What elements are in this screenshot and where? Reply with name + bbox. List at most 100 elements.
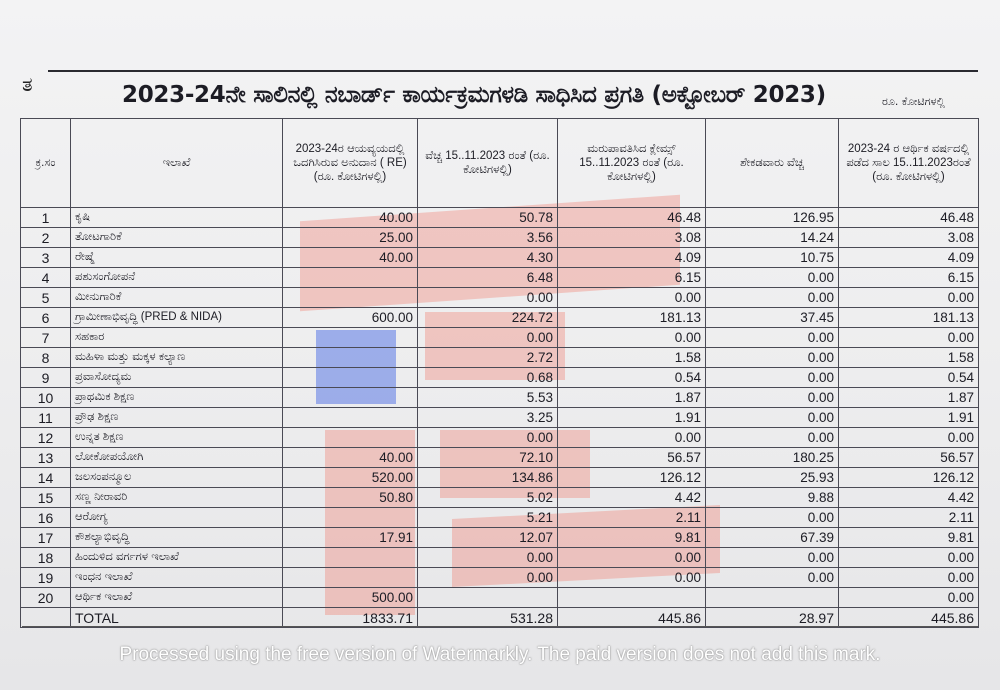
value-cell: 0.00 xyxy=(705,387,839,408)
value-cell: 0.00 xyxy=(838,427,979,448)
value-cell: 50.80 xyxy=(282,487,418,508)
value-cell: 28.97 xyxy=(705,607,839,628)
value-cell: 126.12 xyxy=(557,467,706,488)
value-cell: 37.45 xyxy=(705,307,839,328)
table-row: 18 ಹಿಂದುಳಿದ ವರ್ಗಗಳ ಇಲಾಖೆ 0.00 0.00 0.00 0.00 xyxy=(20,547,979,568)
value-cell: 9.81 xyxy=(838,527,979,548)
value-cell: 2.11 xyxy=(557,507,706,528)
column-header: ವೆಚ್ಚ 15..11.2023 ರಂತೆ (ರೂ. ಕೋಟಿಗಳಲ್ಲಿ) xyxy=(417,118,558,208)
serial-cell: 15 xyxy=(20,487,71,508)
department-cell: ಇಂಧನ ಇಲಾಖೆ xyxy=(70,567,283,588)
table-row: 19 ಇಂಧನ ಇಲಾಖೆ 0.00 0.00 0.00 0.00 xyxy=(20,567,979,588)
value-cell: 10.75 xyxy=(705,247,839,268)
department-cell: ಸಣ್ಣ ನೀರಾವರಿ xyxy=(70,487,283,508)
department-cell: ಪ್ರವಾಸೋದ್ಯಮ xyxy=(70,367,283,388)
value-cell: 1.87 xyxy=(557,387,706,408)
value-cell xyxy=(282,387,418,408)
value-cell: 0.00 xyxy=(705,547,839,568)
value-cell: 531.28 xyxy=(417,607,558,628)
value-cell: 4.42 xyxy=(838,487,979,508)
value-cell xyxy=(282,267,418,288)
value-cell: 5.02 xyxy=(417,487,558,508)
value-cell: 126.12 xyxy=(838,467,979,488)
value-cell: 56.57 xyxy=(838,447,979,468)
table-row: 11 ಪ್ರೌಢ ಶಿಕ್ಷಣ 3.25 1.91 0.00 1.91 xyxy=(20,407,979,428)
department-cell: ಆರ್ಥಿಕ ಇಲಾಖೆ xyxy=(70,587,283,608)
value-cell: 4.42 xyxy=(557,487,706,508)
value-cell: 4.09 xyxy=(557,247,706,268)
value-cell: 25.93 xyxy=(705,467,839,488)
value-cell: 67.39 xyxy=(705,527,839,548)
value-cell xyxy=(282,547,418,568)
value-cell: 0.00 xyxy=(838,547,979,568)
value-cell: 2.72 xyxy=(417,347,558,368)
serial-cell: 2 xyxy=(20,227,71,248)
value-cell: 6.15 xyxy=(557,267,706,288)
department-cell: ಸಹಕಾರ xyxy=(70,327,283,348)
value-cell xyxy=(417,587,558,608)
table-row: 17 ಕೌಶಲ್ಯಾಭಿವೃದ್ಧಿ 17.91 12.07 9.81 67.39 9.81 xyxy=(20,527,979,548)
value-cell: 0.00 xyxy=(838,287,979,308)
department-cell: ಗ್ರಾಮೀಣಾಭಿವೃದ್ಧಿ (PRED & NIDA) xyxy=(70,307,283,328)
value-cell: 0.54 xyxy=(838,367,979,388)
serial-cell: 4 xyxy=(20,267,71,288)
serial-cell: 1 xyxy=(20,207,71,228)
total-row: TOTAL 1833.71 531.28 445.86 28.97 445.86 xyxy=(20,607,979,628)
value-cell: 9.81 xyxy=(557,527,706,548)
unit-note: ರೂ. ಕೋಟಿಗಳಲ್ಲಿ xyxy=(882,95,945,108)
value-cell: 40.00 xyxy=(282,447,418,468)
value-cell xyxy=(557,587,706,608)
value-cell: 0.54 xyxy=(557,367,706,388)
table-row: 3 ರೇಷ್ಮೆ 40.00 4.30 4.09 10.75 4.09 xyxy=(20,247,979,268)
serial-cell: 6 xyxy=(20,307,71,328)
value-cell: 0.00 xyxy=(838,587,979,608)
value-cell: 1.91 xyxy=(838,407,979,428)
serial-cell: 7 xyxy=(20,327,71,348)
serial-cell: 20 xyxy=(20,587,71,608)
value-cell: 0.00 xyxy=(705,427,839,448)
table-body: 1 ಕೃಷಿ 40.00 50.78 46.48 126.95 46.48 2 ತೋಟಗಾರಿಕ… xyxy=(20,207,979,628)
value-cell: 0.00 xyxy=(557,567,706,588)
value-cell: 1.58 xyxy=(838,347,979,368)
value-cell: 1.58 xyxy=(557,347,706,368)
value-cell: 5.53 xyxy=(417,387,558,408)
value-cell: 0.00 xyxy=(705,347,839,368)
value-cell: 445.86 xyxy=(838,607,979,628)
value-cell: 134.86 xyxy=(417,467,558,488)
value-cell: 0.00 xyxy=(557,327,706,348)
table-row: 16 ಆರೋಗ್ಯ 5.21 2.11 0.00 2.11 xyxy=(20,507,979,528)
department-cell: ಕೌಶಲ್ಯಾಭಿವೃದ್ಧಿ xyxy=(70,527,283,548)
department-cell: ಕೃಷಿ xyxy=(70,207,283,228)
value-cell: 0.00 xyxy=(705,267,839,288)
value-cell: 6.15 xyxy=(838,267,979,288)
serial-cell: 3 xyxy=(20,247,71,268)
department-cell: ಲೋಕೋಪಯೋಗಿ xyxy=(70,447,283,468)
table-row: 9 ಪ್ರವಾಸೋದ್ಯಮ 0.68 0.54 0.00 0.54 xyxy=(20,367,979,388)
value-cell: 3.08 xyxy=(557,227,706,248)
department-cell: ಉನ್ನತ ಶಿಕ್ಷಣ xyxy=(70,427,283,448)
serial-cell: 13 xyxy=(20,447,71,468)
value-cell: 0.00 xyxy=(557,427,706,448)
serial-cell: 11 xyxy=(20,407,71,428)
value-cell xyxy=(705,587,839,608)
value-cell: 0.00 xyxy=(557,547,706,568)
value-cell: 1833.71 xyxy=(282,607,418,628)
value-cell: 5.21 xyxy=(417,507,558,528)
department-cell: ಪಶುಸಂಗೋಪನೆ xyxy=(70,267,283,288)
value-cell: 14.24 xyxy=(705,227,839,248)
table-row: 15 ಸಣ್ಣ ನೀರಾವರಿ 50.80 5.02 4.42 9.88 4.42 xyxy=(20,487,979,508)
department-cell: ಹಿಂದುಳಿದ ವರ್ಗಗಳ ಇಲಾಖೆ xyxy=(70,547,283,568)
table-header-row: ಕ್ರ.ಸಂ ಇಲಾಖೆ 2023-24ರ ಆಯವ್ಯಯದಲ್ಲಿ ಒದಗಿಸಿರು… xyxy=(20,118,979,208)
table-row: 20 ಆರ್ಥಿಕ ಇಲಾಖೆ 500.00 0.00 xyxy=(20,587,979,608)
value-cell: 445.86 xyxy=(557,607,706,628)
value-cell: 46.48 xyxy=(838,207,979,228)
value-cell: 2.11 xyxy=(838,507,979,528)
serial-cell: 18 xyxy=(20,547,71,568)
value-cell xyxy=(282,507,418,528)
value-cell xyxy=(282,287,418,308)
value-cell: 0.00 xyxy=(417,287,558,308)
department-cell: ಪ್ರಾಥಮಿಕ ಶಿಕ್ಷಣ xyxy=(70,387,283,408)
value-cell: 4.30 xyxy=(417,247,558,268)
value-cell: 224.72 xyxy=(417,307,558,328)
bottom-rule xyxy=(22,626,978,627)
